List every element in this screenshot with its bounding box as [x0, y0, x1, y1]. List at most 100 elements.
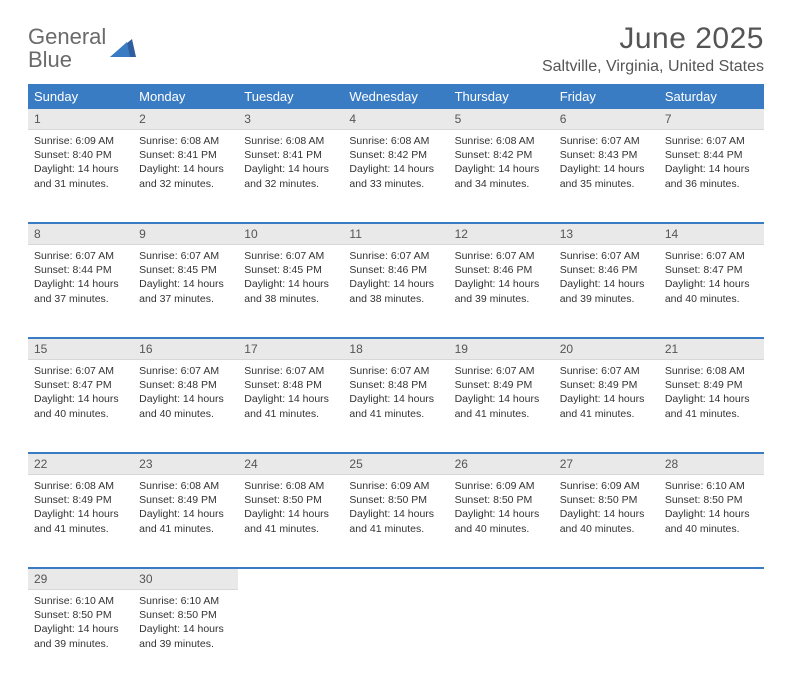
- weekday-header: Monday: [133, 84, 238, 109]
- day-number: 16: [133, 339, 238, 360]
- sunrise-line: Sunrise: 6:09 AM: [455, 480, 535, 492]
- day-number: 13: [554, 224, 659, 245]
- sunset-line: Sunset: 8:45 PM: [139, 264, 217, 276]
- day-number: 6: [554, 109, 659, 130]
- location: Saltville, Virginia, United States: [542, 58, 764, 76]
- day-cell: Sunrise: 6:09 AMSunset: 8:50 PMDaylight:…: [449, 475, 554, 542]
- sunrise-line: Sunrise: 6:08 AM: [34, 480, 114, 492]
- sunset-line: Sunset: 8:44 PM: [34, 264, 112, 276]
- day-number: 29: [28, 569, 133, 590]
- sunset-line: Sunset: 8:50 PM: [139, 609, 217, 621]
- daynum-row: 2930: [28, 569, 764, 590]
- day-number: 11: [343, 224, 448, 245]
- weekday-header: Friday: [554, 84, 659, 109]
- daylight-line: Daylight: 14 hours and 40 minutes.: [34, 393, 119, 419]
- sunset-line: Sunset: 8:45 PM: [244, 264, 322, 276]
- sunset-line: Sunset: 8:41 PM: [139, 149, 217, 161]
- day-cell: Sunrise: 6:07 AMSunset: 8:44 PMDaylight:…: [659, 130, 764, 197]
- day-number: 23: [133, 454, 238, 475]
- sunset-line: Sunset: 8:50 PM: [665, 494, 743, 506]
- daylight-line: Daylight: 14 hours and 37 minutes.: [34, 278, 119, 304]
- daylight-line: Daylight: 14 hours and 31 minutes.: [34, 163, 119, 189]
- day-cell: Sunrise: 6:07 AMSunset: 8:46 PMDaylight:…: [449, 245, 554, 312]
- sunset-line: Sunset: 8:48 PM: [139, 379, 217, 391]
- sunrise-line: Sunrise: 6:08 AM: [244, 480, 324, 492]
- day-number: 19: [449, 339, 554, 360]
- logo-word1: General: [28, 24, 106, 49]
- daynum-row: 891011121314: [28, 224, 764, 245]
- day-number: 22: [28, 454, 133, 475]
- weekday-header: Thursday: [449, 84, 554, 109]
- sunset-line: Sunset: 8:49 PM: [34, 494, 112, 506]
- day-cell: Sunrise: 6:07 AMSunset: 8:47 PMDaylight:…: [28, 360, 133, 427]
- daylight-line: Daylight: 14 hours and 41 minutes.: [244, 393, 329, 419]
- sunrise-line: Sunrise: 6:08 AM: [244, 135, 324, 147]
- sunrise-line: Sunrise: 6:08 AM: [139, 135, 219, 147]
- daylight-line: Daylight: 14 hours and 34 minutes.: [455, 163, 540, 189]
- sunrise-line: Sunrise: 6:07 AM: [139, 250, 219, 262]
- sunset-line: Sunset: 8:50 PM: [349, 494, 427, 506]
- day-cell: Sunrise: 6:07 AMSunset: 8:49 PMDaylight:…: [449, 360, 554, 427]
- logo: General Blue: [28, 22, 136, 72]
- calendar-table: SundayMondayTuesdayWednesdayThursdayFrid…: [28, 84, 764, 682]
- sunset-line: Sunset: 8:49 PM: [665, 379, 743, 391]
- sunset-line: Sunset: 8:42 PM: [455, 149, 533, 161]
- header: General Blue June 2025 Saltville, Virgin…: [28, 22, 764, 76]
- daylight-line: Daylight: 14 hours and 41 minutes.: [244, 508, 329, 534]
- sunset-line: Sunset: 8:47 PM: [665, 264, 743, 276]
- sunset-line: Sunset: 8:41 PM: [244, 149, 322, 161]
- sunrise-line: Sunrise: 6:09 AM: [560, 480, 640, 492]
- weekday-header: Wednesday: [343, 84, 448, 109]
- daylight-line: Daylight: 14 hours and 35 minutes.: [560, 163, 645, 189]
- day-number: 2: [133, 109, 238, 130]
- day-cell: Sunrise: 6:10 AM Sunset: 8:50 PM Daylight:…: [133, 590, 238, 657]
- day-number: 21: [659, 339, 764, 360]
- day-cell: Sunrise: 6:07 AMSunset: 8:48 PMDaylight:…: [133, 360, 238, 427]
- sunset-line: Sunset: 8:46 PM: [560, 264, 638, 276]
- day-cell: Sunrise: 6:07 AMSunset: 8:49 PMDaylight:…: [554, 360, 659, 427]
- daylight-line: Daylight: 14 hours and 40 minutes.: [665, 508, 750, 534]
- daylight-line: Daylight: 14 hours and 41 minutes.: [560, 393, 645, 419]
- daylight-line: Daylight: 14 hours and 41 minutes.: [349, 508, 434, 534]
- sunset-line: Sunset: 8:49 PM: [455, 379, 533, 391]
- day-number: 15: [28, 339, 133, 360]
- daylight-line: Daylight: 14 hours and 41 minutes.: [665, 393, 750, 419]
- sunrise-line: Sunrise: 6:07 AM: [34, 250, 114, 262]
- weekday-header: Saturday: [659, 84, 764, 109]
- weekday-header: Tuesday: [238, 84, 343, 109]
- day-cell: Sunrise: 6:08 AMSunset: 8:41 PMDaylight:…: [238, 130, 343, 197]
- day-cell: Sunrise: 6:07 AMSunset: 8:47 PMDaylight:…: [659, 245, 764, 312]
- daylight-line: Daylight: 14 hours and 39 minutes.: [34, 623, 119, 649]
- sunrise-line: Sunrise: 6:07 AM: [244, 250, 324, 262]
- daylight-line: Daylight: 14 hours and 40 minutes.: [560, 508, 645, 534]
- sunrise-line: Sunrise: 6:07 AM: [349, 250, 429, 262]
- day-number: 20: [554, 339, 659, 360]
- day-cell: Sunrise: 6:07 AM Sunset: 8:44 PM Daylight:…: [28, 245, 133, 312]
- daylight-line: Daylight: 14 hours and 39 minutes.: [139, 623, 224, 649]
- daylight-line: Daylight: 14 hours and 41 minutes.: [455, 393, 540, 419]
- day-number: 12: [449, 224, 554, 245]
- day-cell: Sunrise: 6:09 AMSunset: 8:50 PMDaylight:…: [343, 475, 448, 542]
- sunrise-line: Sunrise: 6:07 AM: [34, 365, 114, 377]
- sunset-line: Sunset: 8:42 PM: [349, 149, 427, 161]
- daylight-line: Daylight: 14 hours and 40 minutes.: [455, 508, 540, 534]
- daylight-line: Daylight: 14 hours and 40 minutes.: [665, 278, 750, 304]
- sunset-line: Sunset: 8:44 PM: [665, 149, 743, 161]
- daylight-line: Daylight: 14 hours and 38 minutes.: [244, 278, 329, 304]
- day-cell: Sunrise: 6:08 AMSunset: 8:42 PMDaylight:…: [343, 130, 448, 197]
- sunrise-line: Sunrise: 6:08 AM: [139, 480, 219, 492]
- sunrise-line: Sunrise: 6:07 AM: [560, 135, 640, 147]
- day-number: 26: [449, 454, 554, 475]
- week-row: Sunrise: 6:09 AMSunset: 8:40 PMDaylight:…: [28, 130, 764, 222]
- sunrise-line: Sunrise: 6:07 AM: [349, 365, 429, 377]
- sunrise-line: Sunrise: 6:10 AM: [139, 595, 219, 607]
- day-number: 14: [659, 224, 764, 245]
- daynum-row: 22232425262728: [28, 454, 764, 475]
- day-cell: Sunrise: 6:08 AMSunset: 8:49 PMDaylight:…: [133, 475, 238, 542]
- sunrise-line: Sunrise: 6:08 AM: [665, 365, 745, 377]
- day-cell: Sunrise: 6:07 AMSunset: 8:48 PMDaylight:…: [238, 360, 343, 427]
- day-cell: Sunrise: 6:10 AM Sunset: 8:50 PM Daylight:…: [659, 475, 764, 542]
- sunrise-line: Sunrise: 6:10 AM: [665, 480, 745, 492]
- week-row: Sunrise: 6:07 AM Sunset: 8:44 PM Daylight:…: [28, 245, 764, 337]
- sunset-line: Sunset: 8:46 PM: [455, 264, 533, 276]
